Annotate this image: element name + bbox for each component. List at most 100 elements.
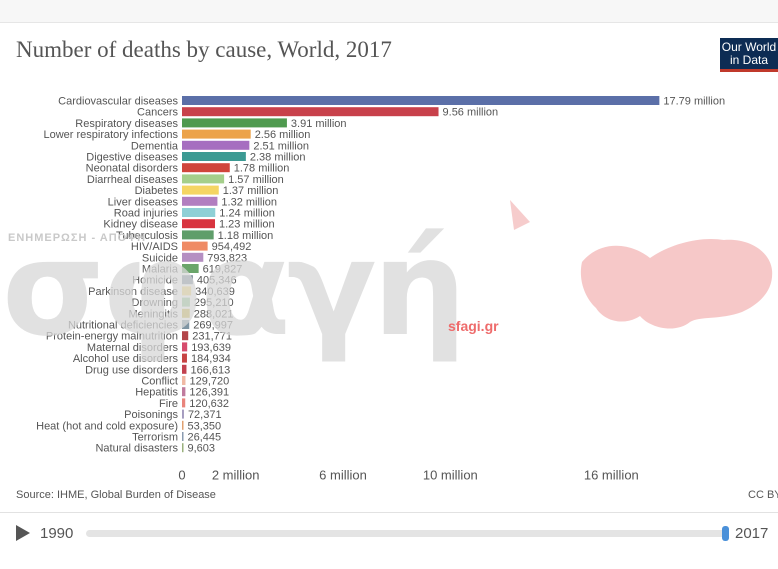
x-tick-label: 6 million: [319, 467, 367, 482]
value-label: 166,613: [190, 364, 230, 376]
owid-logo[interactable]: Our World in Data: [720, 38, 778, 72]
timeline-slider-handle[interactable]: [722, 526, 729, 541]
value-label: 3.91 million: [291, 118, 347, 130]
category-label: Suicide: [142, 252, 178, 264]
bar[interactable]: [182, 163, 230, 173]
category-label: Parkinson disease: [88, 286, 178, 298]
value-label: 1.24 million: [219, 208, 275, 220]
bar[interactable]: [182, 297, 190, 307]
category-label: Conflict: [141, 376, 178, 388]
bar[interactable]: [182, 409, 184, 419]
bar[interactable]: [182, 196, 218, 206]
category-label: Drowning: [132, 297, 178, 309]
value-label: 954,492: [212, 241, 252, 253]
value-label: 1.18 million: [218, 230, 274, 242]
value-label: 231,771: [192, 331, 232, 343]
category-label: Alcohol use disorders: [73, 353, 179, 365]
bar[interactable]: [182, 185, 219, 195]
value-label: 405,346: [197, 275, 237, 287]
value-label: 295,210: [194, 297, 234, 309]
bar[interactable]: [182, 140, 250, 150]
bar[interactable]: [182, 208, 216, 217]
watermark-subtitle: ΕΝΗΜΕΡΩΣΗ - ΑΠΟΨΗ: [8, 232, 147, 244]
value-label: 193,639: [191, 342, 231, 354]
x-tick-label: 0: [178, 467, 185, 482]
bar[interactable]: [182, 96, 660, 105]
bar[interactable]: [182, 376, 186, 385]
value-label: 2.51 million: [253, 140, 309, 152]
bar[interactable]: [182, 308, 190, 318]
timeline-slider-track[interactable]: [86, 530, 726, 537]
category-label: Nutritional deficiencies: [68, 320, 179, 332]
bar[interactable]: [182, 364, 187, 374]
category-label: Drug use disorders: [85, 364, 178, 376]
bar[interactable]: [182, 129, 251, 139]
bar[interactable]: [182, 241, 208, 251]
bar[interactable]: [182, 420, 184, 430]
category-label: Homicide: [132, 275, 178, 287]
value-label: 793,823: [207, 252, 247, 264]
source-note: Source: IHME, Global Burden of Disease: [16, 489, 216, 501]
bar[interactable]: [182, 152, 246, 161]
category-label: Neonatal disorders: [86, 163, 179, 175]
category-label: Protein-energy malnutrition: [46, 331, 178, 343]
category-label: HIV/AIDS: [131, 241, 178, 253]
category-label: Meningitis: [128, 308, 178, 320]
bar[interactable]: [182, 118, 287, 128]
license-link[interactable]: CC BY: [748, 489, 778, 501]
bar[interactable]: [182, 264, 199, 273]
category-label: Heat (hot and cold exposure): [36, 420, 178, 432]
value-label: 120,632: [189, 398, 229, 410]
value-label: 129,720: [189, 376, 229, 388]
value-label: 619,827: [203, 264, 243, 276]
logo-line-1: Our World: [721, 40, 777, 54]
category-label: Diabetes: [135, 185, 179, 197]
category-label: Poisonings: [124, 409, 178, 421]
x-tick-label: 16 million: [584, 467, 639, 482]
bar[interactable]: [182, 230, 214, 240]
watermark-url: sfagi.gr: [448, 318, 499, 334]
category-label: Hepatitis: [135, 387, 178, 399]
category-label: Liver diseases: [108, 196, 179, 208]
value-label: 72,371: [188, 409, 222, 421]
bar[interactable]: [182, 342, 188, 352]
bar[interactable]: [182, 432, 184, 441]
bar[interactable]: [182, 443, 184, 453]
bar-chart: Cardiovascular diseases 17.79 million Canc…: [36, 96, 725, 483]
bar[interactable]: [182, 174, 225, 184]
bar[interactable]: [182, 286, 192, 296]
bar[interactable]: [182, 387, 186, 397]
timeline-start-year: 1990: [40, 525, 74, 542]
value-label: 9,603: [188, 443, 216, 455]
category-label: Cardiovascular diseases: [58, 96, 178, 108]
category-label: Fire: [159, 398, 178, 410]
value-label: 2.56 million: [255, 129, 311, 141]
category-label: Terrorism: [132, 432, 178, 444]
bar[interactable]: [182, 320, 190, 329]
chart-title: Number of deaths by cause, World, 2017: [16, 37, 392, 62]
bar[interactable]: [182, 107, 439, 117]
watermark-logo-text: σφαγή: [2, 212, 467, 366]
bar[interactable]: [182, 252, 204, 262]
category-label: Maternal disorders: [87, 342, 179, 354]
value-label: 53,350: [188, 420, 222, 432]
value-label: 1.23 million: [219, 219, 275, 231]
category-label: Respiratory diseases: [75, 118, 178, 130]
timeline-end-year: 2017: [735, 525, 769, 542]
value-label: 126,391: [189, 387, 229, 399]
logo-line-2: in Data: [729, 53, 769, 67]
value-label: 17.79 million: [663, 96, 725, 108]
x-tick-label: 10 million: [423, 467, 478, 482]
category-label: Malaria: [142, 264, 179, 276]
bar[interactable]: [182, 398, 186, 408]
value-label: 269,997: [193, 320, 233, 332]
bar[interactable]: [182, 219, 216, 229]
bar[interactable]: [182, 353, 187, 363]
category-label: Dementia: [131, 140, 179, 152]
category-label: Kidney disease: [103, 219, 178, 231]
category-label: Road injuries: [114, 208, 179, 220]
play-icon[interactable]: [16, 525, 30, 541]
bar[interactable]: [182, 331, 189, 341]
category-label: Tuberculosis: [116, 230, 178, 242]
bar[interactable]: [182, 275, 193, 285]
